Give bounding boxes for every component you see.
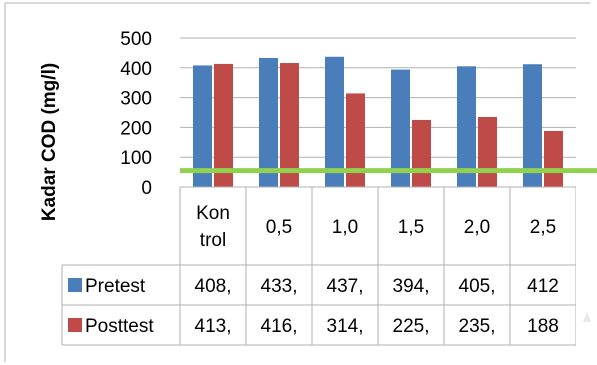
table-value: 314, — [327, 316, 364, 337]
category-label: 2,0 — [464, 217, 490, 238]
y-tick-labels: 500 400 300 200 100 0 — [120, 29, 152, 199]
table-value: 413, — [195, 316, 232, 337]
legend-key-posttest — [68, 318, 82, 332]
category-label: 2,5 — [530, 217, 556, 238]
table-value: 225, — [393, 316, 430, 337]
y-tick-label: 300 — [120, 89, 152, 110]
bar-pretest — [193, 65, 212, 187]
bar-pretest — [457, 66, 476, 187]
legend-label-posttest: Posttest — [85, 316, 154, 337]
table-value: 437, — [327, 276, 364, 297]
bar-posttest — [544, 130, 563, 187]
y-tick-label: 200 — [120, 118, 152, 139]
table-value: 394, — [393, 276, 430, 297]
table-value: 188 — [527, 316, 559, 337]
table-value: 433, — [261, 276, 298, 297]
y-tick-label: 0 — [141, 178, 152, 199]
data-table: Kon trol 0,5 1,0 1,5 2,0 2,5 Pretest 408, 433, 437… — [61, 186, 576, 346]
gridlines — [180, 37, 576, 158]
table-value: 408, — [195, 276, 232, 297]
y-tick-label: 500 — [120, 29, 152, 50]
y-tick-label: 100 — [120, 148, 152, 169]
bar-pretest — [523, 64, 542, 187]
table-value: 405, — [459, 276, 496, 297]
category-label: Kon — [196, 203, 230, 224]
bar-pretest — [325, 56, 344, 187]
bar-posttest — [412, 119, 431, 187]
table-value: 412 — [527, 276, 559, 297]
y-axis-title: Kadar COD (mg/l) — [39, 63, 60, 221]
category-label: 1,0 — [332, 217, 358, 238]
legend-key-pretest — [68, 278, 82, 292]
category-label: 0,5 — [266, 217, 292, 238]
bar-posttest — [346, 93, 365, 187]
bar-posttest — [214, 63, 233, 188]
bar-posttest — [478, 116, 497, 187]
category-label: trol — [200, 230, 226, 251]
bar-posttest — [280, 63, 299, 188]
edge-artifact — [583, 312, 591, 322]
table-value: 235, — [459, 316, 496, 337]
legend-label-pretest: Pretest — [85, 276, 146, 297]
bars — [193, 56, 563, 188]
y-tick-label: 400 — [120, 59, 152, 80]
bar-pretest — [259, 57, 278, 187]
table-value: 416, — [261, 316, 298, 337]
bar-pretest — [391, 69, 410, 187]
category-label: 1,5 — [398, 217, 424, 238]
